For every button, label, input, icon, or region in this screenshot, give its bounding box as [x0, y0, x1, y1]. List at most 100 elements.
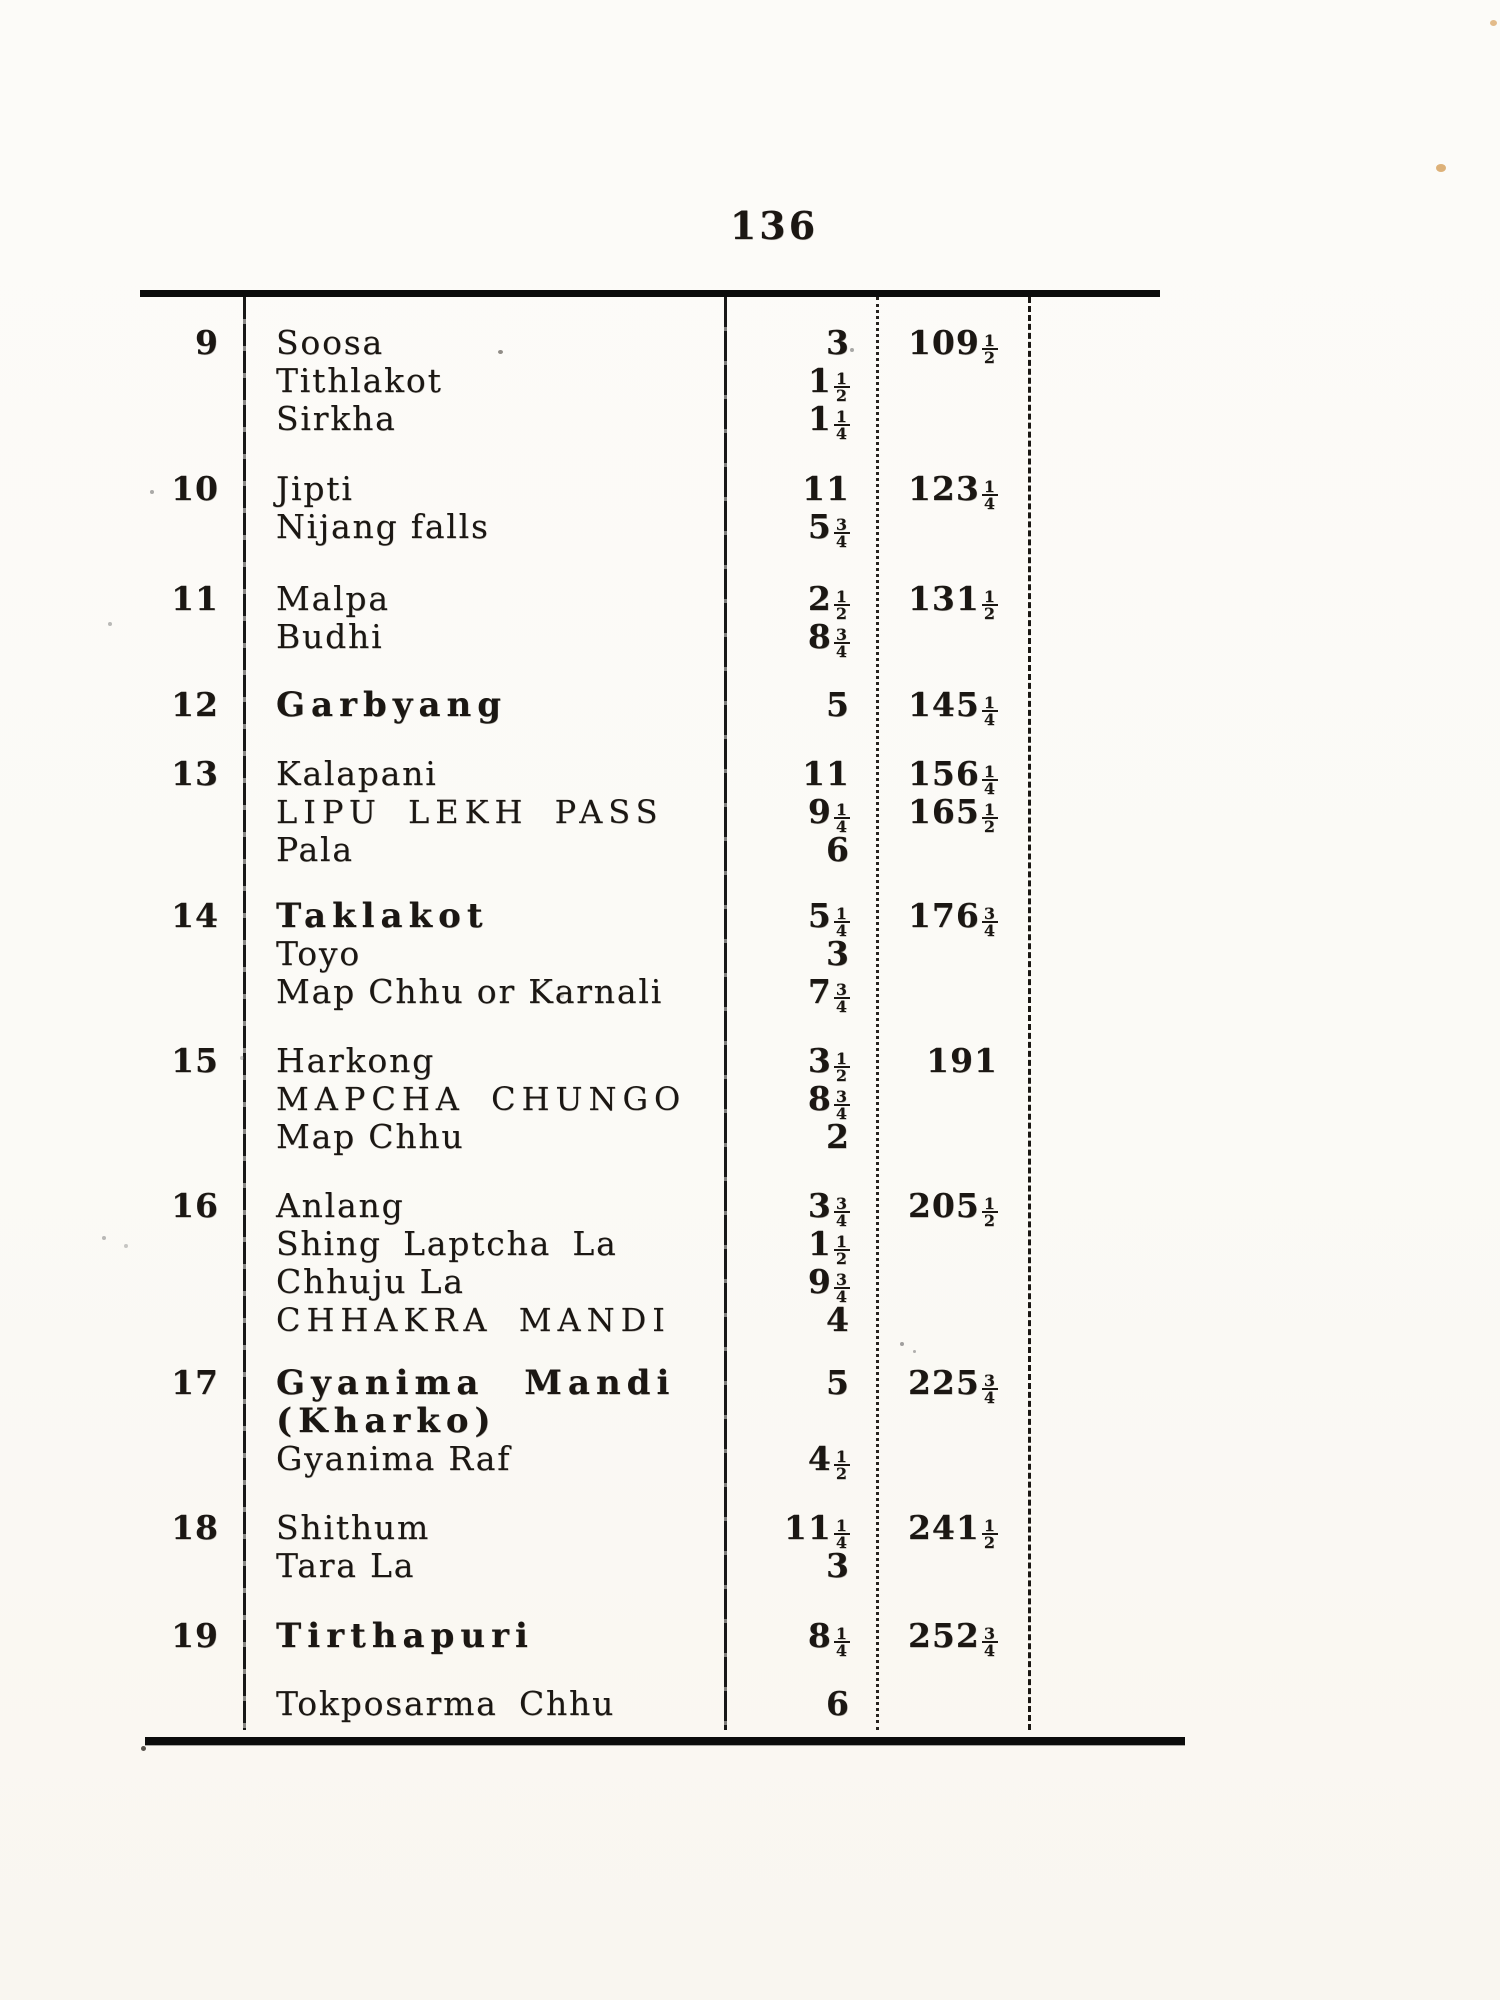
- stage-miles: 4: [826, 1300, 850, 1339]
- place-name: Budhi: [276, 617, 384, 656]
- stage-number: 17: [171, 1363, 219, 1402]
- cumulative-miles: 156 1 4: [907, 754, 998, 798]
- itinerary-line: 10 Jipti 11 123 1 4: [140, 469, 1160, 513]
- place-name: Toyo: [276, 934, 362, 973]
- ink-speck: [141, 1746, 146, 1751]
- place-name: Soosa: [276, 323, 384, 362]
- stage-number: 15: [171, 1041, 219, 1080]
- place-name: Kalapani: [276, 754, 438, 793]
- itinerary-line: 9 Soosa 3 109 1 2: [140, 323, 1160, 366]
- place-name: Nijang falls: [276, 507, 490, 546]
- cumulative-miles: [876, 973, 1028, 1014]
- cumulative-miles: 191: [926, 1041, 998, 1080]
- stage-miles: 3: [826, 323, 850, 362]
- place-name: Map Chhu or Karnali: [276, 972, 664, 1011]
- stage-number: 13: [171, 754, 219, 793]
- stage-miles: 2: [826, 1117, 850, 1156]
- cumulative-miles: 252 3 4: [907, 1616, 998, 1660]
- ink-speck: [900, 1342, 904, 1346]
- stage-number: 18: [171, 1508, 219, 1547]
- place-name: Anlang: [276, 1186, 405, 1225]
- ink-speck: [124, 1244, 128, 1248]
- cumulative-miles: 225 3 4: [907, 1363, 998, 1407]
- cumulative-miles: 123 1 4: [907, 469, 998, 513]
- cumulative-miles: [876, 618, 1028, 659]
- itinerary-line: CHHAKRA MANDI 4: [140, 1300, 1160, 1340]
- stage-number: 19: [171, 1616, 219, 1655]
- bottom-rule: [145, 1737, 1185, 1745]
- column-divider-3: [876, 297, 879, 1730]
- stage-miles: 11: [802, 754, 850, 793]
- itinerary-line: 12 Garbyang 5 145 1 4: [140, 685, 1160, 729]
- place-name: Shithum: [276, 1508, 431, 1547]
- itinerary-line: 17 Gyanima Mandi 5 225 3 4: [140, 1363, 1160, 1407]
- place-name: Jipti: [276, 469, 354, 508]
- stage-group-18: 18 Shithum 11 1 4 241 1 2 Tara La 3: [140, 1509, 1160, 1585]
- cumulative-miles: 205 1 2: [907, 1186, 998, 1230]
- ink-speck: [1490, 20, 1497, 26]
- place-name: MAPCHA CHUNGO: [276, 1080, 687, 1118]
- cumulative-miles: 176 3 4: [907, 896, 998, 940]
- ink-speck: [498, 350, 503, 354]
- ink-speck: [1436, 164, 1446, 172]
- cumulative-miles: 131 1 2: [907, 579, 998, 623]
- itinerary-line: Toyo 3: [140, 935, 1160, 973]
- place-name: Harkong: [276, 1041, 436, 1080]
- cumulative-miles: [876, 1402, 1028, 1440]
- column-divider-4: [1028, 297, 1031, 1730]
- stage-number: 9: [195, 323, 219, 362]
- place-name: Map Chhu: [276, 1117, 465, 1156]
- stage-group-final: Tokposarma Chhu 6: [140, 1685, 1160, 1723]
- itinerary-line: 18 Shithum 11 1 4 241 1 2: [140, 1508, 1160, 1551]
- column-divider-2: [724, 297, 727, 1730]
- stage-number: 12: [171, 685, 219, 724]
- place-name: Tirthapuri: [276, 1616, 534, 1656]
- ink-speck: [108, 622, 112, 626]
- stage-miles: [724, 1402, 876, 1440]
- place-name: Pala: [276, 830, 354, 869]
- itinerary-line: Tara La 3: [140, 1547, 1160, 1585]
- cumulative-miles: [876, 1263, 1028, 1304]
- place-name: Tithlakot: [276, 361, 443, 400]
- stage-number: 11: [171, 579, 219, 618]
- itinerary-line: (Kharko): [140, 1402, 1160, 1440]
- cumulative-miles: [876, 935, 1028, 973]
- itinerary-line: 13 Kalapani 11 156 1 4: [140, 754, 1160, 798]
- stage-group-12: 12 Garbyang 5 145 1 4: [140, 685, 1160, 729]
- cumulative-miles: [876, 1225, 1028, 1266]
- ink-speck: [150, 490, 154, 494]
- stage-miles: 5: [826, 1363, 850, 1402]
- cumulative-miles: [876, 1547, 1028, 1585]
- place-name: Tara La: [276, 1546, 416, 1585]
- stage-miles: 3: [826, 1546, 850, 1585]
- cumulative-miles: 145 1 4: [907, 685, 998, 729]
- place-name: CHHAKRA MANDI: [276, 1301, 671, 1339]
- place-name: Gyanima Mandi: [276, 1363, 676, 1403]
